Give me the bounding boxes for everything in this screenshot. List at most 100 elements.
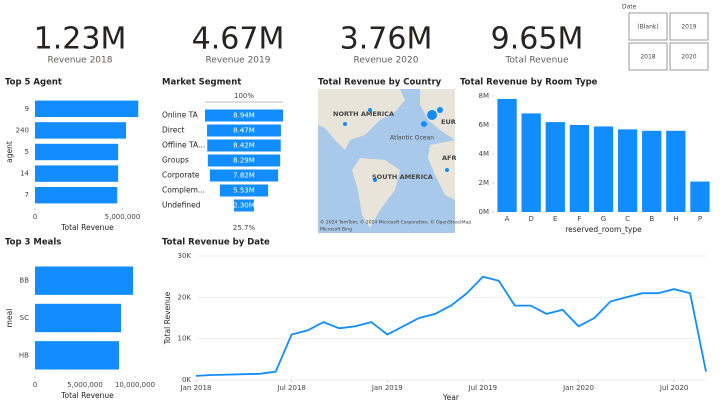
slicer-option-label: 2020 <box>681 54 696 61</box>
y-axis-label: Total Revenue <box>163 291 172 345</box>
y-tick-label: 0K <box>182 376 191 384</box>
bar <box>642 130 662 212</box>
chart-title: Market Segment <box>162 78 241 88</box>
kpi-value: 3.76M <box>340 22 433 57</box>
bubble <box>437 107 443 113</box>
y-tick-label: 30K <box>178 252 192 260</box>
land <box>318 89 405 150</box>
y-tick-label: SC <box>20 314 29 322</box>
y-tick-label: 240 <box>16 126 29 134</box>
bubble <box>373 178 377 182</box>
y-tick-label: 5 <box>25 148 29 156</box>
x-tick-label: F <box>577 215 581 223</box>
map-attribution: © 2024 TomTom, © 2024 Microsoft Corporat… <box>320 219 471 226</box>
x-tick-label: Jan 2018 <box>180 384 212 392</box>
x-tick-label: 0 <box>33 381 37 389</box>
funnel-bar <box>207 154 281 167</box>
y-tick-label: 8M <box>479 92 490 100</box>
chart-title: Total Revenue by Date <box>162 238 270 248</box>
x-tick-label: D <box>528 215 533 223</box>
kpi-label: Total Revenue <box>504 56 569 66</box>
bar <box>666 130 686 212</box>
funnel-bar <box>205 109 283 122</box>
y-tick-label: 6M <box>479 121 490 129</box>
chart-title: Total Revenue by Room Type <box>460 78 598 88</box>
category-label: Corporate <box>162 171 200 180</box>
category-label: Undefined <box>162 201 201 210</box>
bar <box>35 122 126 139</box>
y-axis-label: meal <box>5 309 14 328</box>
slicer-option[interactable] <box>628 12 668 41</box>
category-label: Complem... <box>162 186 205 195</box>
kpi-value: 1.23M <box>34 22 127 57</box>
y-tick-label: 14 <box>20 170 29 178</box>
x-tick-label: C <box>625 215 630 223</box>
y-tick-label: 9 <box>25 105 29 113</box>
x-tick-label: G <box>601 215 606 223</box>
category-label: Online TA <box>162 111 199 120</box>
y-tick-label: 7 <box>25 191 29 199</box>
bar <box>35 266 133 295</box>
kpi-cards: 1.23M Revenue 2018 4.67M Revenue 2019 3.… <box>34 22 584 66</box>
bubble <box>445 168 449 172</box>
x-tick-label: Jul 2020 <box>659 384 689 392</box>
slicer-option[interactable] <box>669 42 709 71</box>
bar <box>497 98 517 212</box>
y-axis-label: agent <box>5 141 14 163</box>
funnel-bar <box>207 139 281 152</box>
value-label: 8.29M <box>233 157 255 165</box>
chart-title: Top 3 Meals <box>5 238 61 248</box>
value-label: 8.47M <box>233 127 255 135</box>
map: Total Revenue by Country NORTH AMERICA S… <box>318 78 471 233</box>
land <box>428 140 455 200</box>
slicer-title: Date <box>622 4 637 11</box>
bar <box>690 181 710 212</box>
map-label: AFR <box>442 154 456 162</box>
x-axis-label: Year <box>442 393 460 402</box>
map-label: Atlantic Ocean <box>390 135 434 142</box>
funnel-bar <box>207 124 281 137</box>
bar <box>593 126 614 212</box>
x-axis-label: reserved_room_type <box>565 225 642 234</box>
value-label: 8.94M <box>233 112 255 120</box>
kpi-value: 9.65M <box>491 22 584 57</box>
y-tick-label: HB <box>19 351 29 359</box>
y-tick-label: BB <box>19 277 29 285</box>
funnel-bar <box>233 199 255 212</box>
bubble <box>343 122 347 126</box>
bar <box>521 113 541 212</box>
category-label: Offline TA... <box>162 141 205 150</box>
bar <box>35 303 121 333</box>
chart-title: Top 5 Agent <box>5 78 62 88</box>
value-label: 8.42M <box>233 142 255 150</box>
map-brand: Microsoft Bing <box>320 227 352 233</box>
y-tick-label: 2M <box>479 179 490 187</box>
y-tick-label: 4M <box>479 150 490 158</box>
y-tick-label: 20K <box>178 293 192 301</box>
category-label: Direct <box>162 126 185 135</box>
x-tick-label: A <box>505 215 510 223</box>
value-label: 2.30M <box>233 202 255 210</box>
slicer-option[interactable] <box>669 12 709 41</box>
x-tick-label: Jul 2019 <box>468 384 498 392</box>
funnel-bar <box>209 169 279 182</box>
x-tick-label: H <box>673 215 678 223</box>
kpi-label: Revenue 2019 <box>206 56 271 66</box>
line <box>195 275 707 377</box>
bubble <box>427 110 437 120</box>
bar <box>545 122 565 212</box>
bar <box>569 125 590 212</box>
x-axis-label: Total Revenue <box>60 391 114 400</box>
slicer-option[interactable] <box>628 42 668 71</box>
x-tick-label: Jan 2020 <box>562 384 594 392</box>
bar <box>35 165 119 182</box>
x-tick-label: E <box>553 215 557 223</box>
x-tick-label: B <box>649 215 654 223</box>
kpi-label: Revenue 2020 <box>354 56 419 66</box>
slicer-option-label: 2019 <box>681 24 696 31</box>
land <box>420 89 455 140</box>
funnel-bar <box>219 184 269 197</box>
map-label: SOUTH AMERICA <box>372 173 433 181</box>
funnel-bottom-label: 25.7% <box>233 224 256 232</box>
